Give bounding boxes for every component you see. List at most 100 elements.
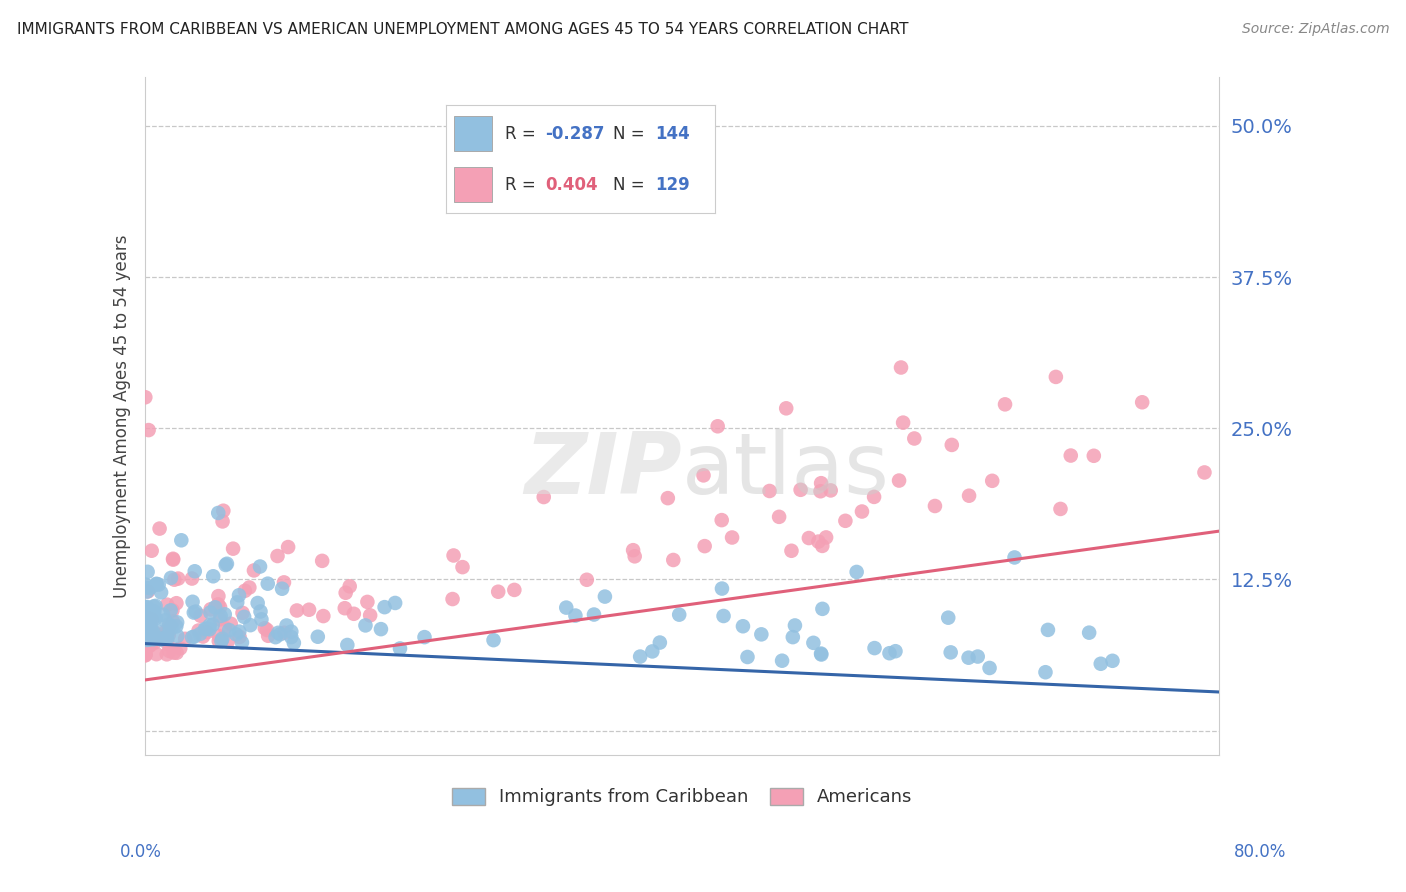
Point [143,625,166,640]
Point [811,602,834,616]
Point [162,551,184,566]
Point [768,509,790,524]
Point [775,401,797,416]
Point [593,590,616,604]
Point [163,573,186,587]
Point [751,627,773,641]
Point [141,613,163,627]
Point [214,607,236,622]
Point [903,432,925,446]
Point [135,611,157,625]
Point [141,543,163,558]
Point [884,644,907,658]
Point [810,476,832,491]
Point [280,624,302,639]
Point [159,603,181,617]
Text: IMMIGRANTS FROM CARIBBEAN VS AMERICAN UNEMPLOYMENT AMONG AGES 45 TO 54 YEARS COR: IMMIGRANTS FROM CARIBBEAN VS AMERICAN UN… [17,22,908,37]
Point [1049,502,1071,516]
Point [335,586,357,600]
Point [136,584,159,599]
Point [939,645,962,659]
Point [134,618,156,632]
Point [641,644,664,658]
Point [957,489,980,503]
Point [758,483,780,498]
Point [157,620,180,634]
Point [770,654,793,668]
Point [195,622,218,636]
Point [239,618,262,632]
Point [359,608,381,623]
Point [979,661,1001,675]
Point [810,648,832,662]
Point [149,522,172,536]
Point [181,572,204,586]
Point [141,607,163,622]
Text: atlas: atlas [682,429,890,512]
Point [201,617,224,632]
Point [135,647,157,661]
Point [657,491,679,505]
Point [138,423,160,437]
Point [150,585,173,599]
Point [166,629,188,643]
Point [1035,665,1057,680]
Point [807,534,830,549]
Point [138,613,160,627]
Point [780,543,803,558]
Point [142,632,165,647]
Point [162,552,184,566]
Point [238,581,260,595]
Point [441,592,464,607]
Point [228,588,250,602]
Point [148,577,170,591]
Point [187,624,209,638]
Point [356,595,378,609]
Point [851,504,873,518]
Point [256,623,278,637]
Point [215,558,238,572]
Point [731,619,754,633]
Point [134,630,156,644]
Point [1060,449,1083,463]
Point [141,612,163,626]
Point [706,419,728,434]
Point [217,634,239,648]
Point [249,559,271,574]
Point [208,612,231,626]
Point [156,598,179,612]
Point [693,539,716,553]
Point [202,569,225,583]
Point [662,553,685,567]
Point [181,595,204,609]
Point [134,648,156,662]
Point [156,632,179,646]
Point [225,627,247,641]
Point [277,540,299,554]
Point [146,624,169,639]
Point [621,543,644,558]
Point [136,624,159,638]
Point [451,560,474,574]
Point [139,620,162,634]
Point [170,533,193,548]
Point [200,602,222,616]
Y-axis label: Unemployment Among Ages 45 to 54 years: Unemployment Among Ages 45 to 54 years [114,235,131,598]
Point [198,622,221,636]
Point [721,531,744,545]
Point [384,596,406,610]
Point [226,595,249,609]
Point [623,549,645,564]
Point [145,577,167,591]
Point [211,632,233,646]
Point [174,632,197,646]
Point [628,649,651,664]
Point [994,397,1017,411]
Point [166,615,188,630]
Point [710,582,733,596]
Point [891,416,914,430]
Point [1004,550,1026,565]
Point [233,610,256,624]
Point [267,625,290,640]
Point [139,611,162,625]
